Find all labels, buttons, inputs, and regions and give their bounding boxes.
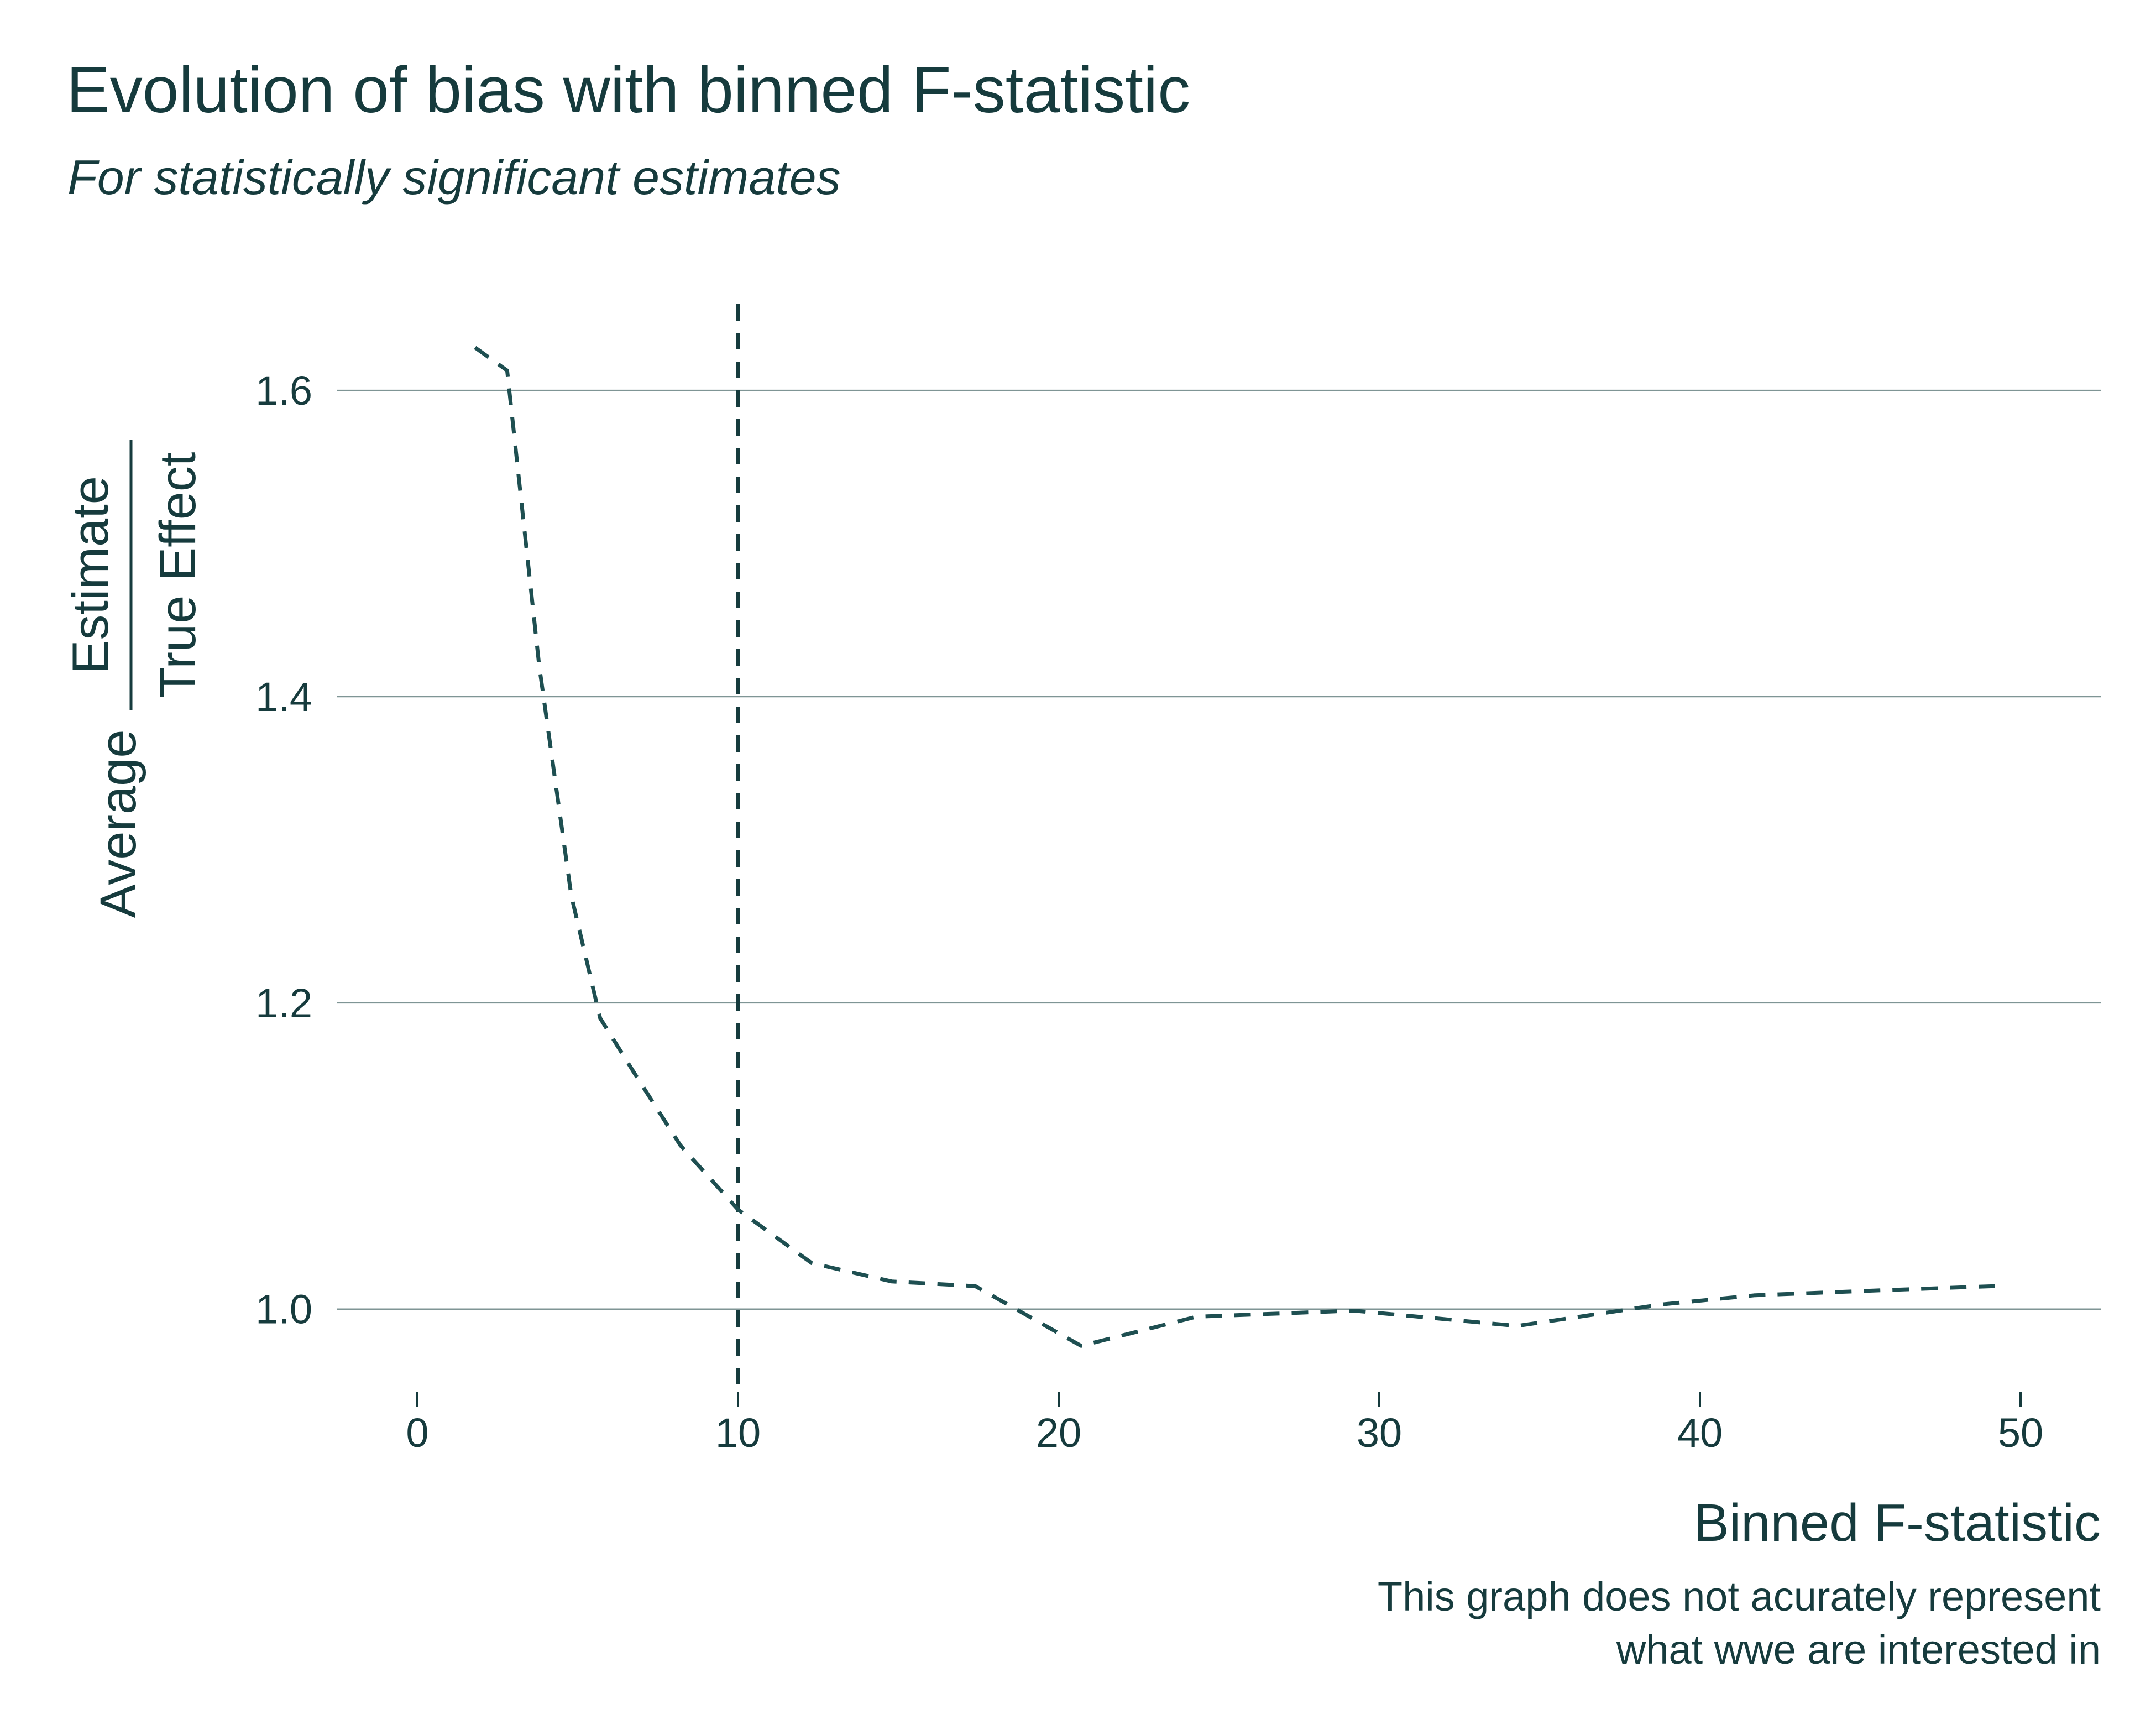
chart-caption: This graph does not acurately represent …: [1106, 1570, 2101, 1676]
y-tick-label: 1.2: [255, 980, 312, 1026]
x-tick-label: 10: [715, 1410, 761, 1456]
caption-line: what wwe are interested in: [1616, 1627, 2101, 1672]
y-label-numerator: Estimate: [62, 476, 119, 674]
y-tick-label: 1.0: [255, 1287, 312, 1332]
y-axis-label: Average Estimate True Effect: [62, 440, 206, 918]
series-line: [474, 346, 1995, 1348]
x-tick-label: 0: [406, 1410, 428, 1456]
x-tick-label: 50: [1998, 1410, 2043, 1456]
y-label-denominator: True Effect: [150, 452, 206, 698]
x-axis: 0 10 20 30 40 50: [406, 1392, 2043, 1456]
x-tick-label: 20: [1036, 1410, 1081, 1456]
x-tick-label: 40: [1677, 1410, 1723, 1456]
caption-line: This graph does not acurately represent: [1377, 1574, 2101, 1619]
chart-subtitle: For statistically significant estimates: [67, 150, 841, 205]
y-tick-label: 1.6: [255, 368, 312, 414]
y-label-prefix: Average: [90, 729, 146, 918]
x-tick-label: 30: [1357, 1410, 1402, 1456]
gridlines: [337, 389, 2101, 1310]
chart-title: Evolution of bias with binned F-statisti…: [66, 54, 1191, 127]
y-tick-labels: 1.0 1.2 1.4 1.6: [255, 368, 312, 1332]
y-tick-label: 1.4: [255, 674, 312, 720]
x-axis-label: Binned F-statistic: [1693, 1493, 2101, 1552]
series-group: [474, 346, 1995, 1348]
